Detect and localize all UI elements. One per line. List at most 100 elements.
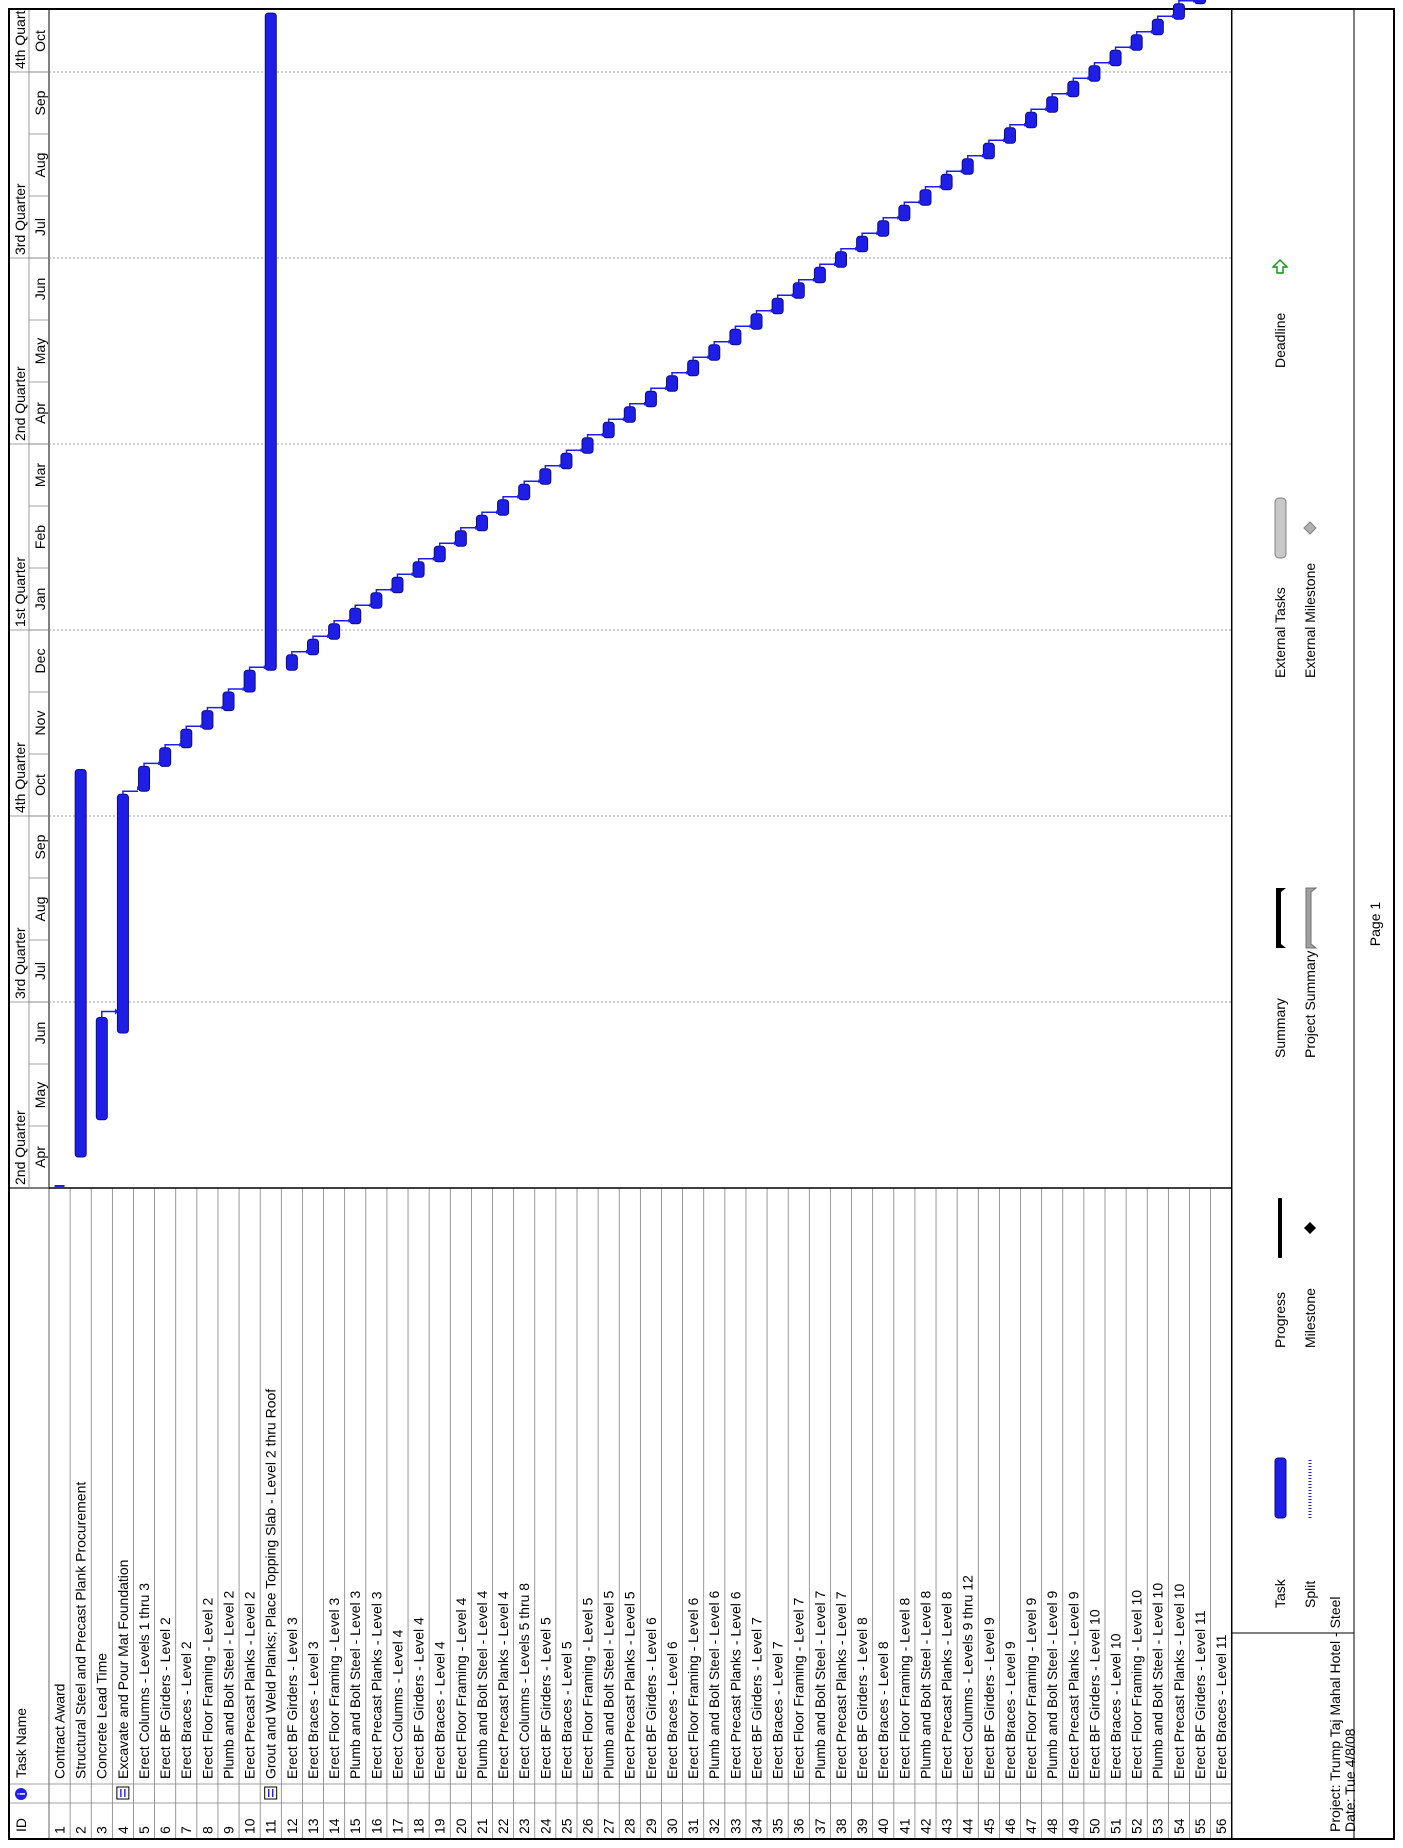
task-name: Erect Columns - Levels 5 thru 8 <box>516 1583 532 1779</box>
quarter-label: 3rd Quarter <box>12 183 28 255</box>
task-id: 46 <box>1002 1818 1018 1834</box>
task-name: Erect Precast Planks - Level 10 <box>1171 1583 1187 1779</box>
dependency-arrowhead <box>432 556 437 561</box>
dependency-arrowhead <box>348 618 353 623</box>
task-bar <box>307 638 319 656</box>
task-bar <box>180 728 193 749</box>
task-bar <box>602 421 615 439</box>
task-id: 43 <box>939 1818 955 1834</box>
dependency-link <box>819 263 835 268</box>
task-id: 15 <box>347 1818 363 1834</box>
dependency-arrowhead <box>1108 60 1113 65</box>
note-icon <box>264 1786 278 1800</box>
task-id: 14 <box>326 1818 342 1834</box>
month-label: May <box>32 1082 48 1108</box>
dependency-arrowhead <box>390 587 395 592</box>
task-name: Erect BF Girders - Level 11 <box>1192 1610 1208 1779</box>
external-tasks-bar-icon <box>1274 497 1287 559</box>
task-id: 39 <box>854 1818 870 1834</box>
task-bar <box>475 514 488 532</box>
task-bar <box>1003 127 1016 144</box>
task-name: Erect BF Girders - Level 9 <box>981 1617 997 1779</box>
dependency-arrowhead <box>137 786 142 791</box>
task-bar <box>1109 49 1122 67</box>
task-id: 12 <box>284 1818 300 1834</box>
task-bar <box>370 592 383 609</box>
dependency-link <box>185 725 202 730</box>
task-id: 52 <box>1129 1818 1145 1834</box>
task-name: Erect Braces - Level 9 <box>1002 1641 1018 1779</box>
task-bar <box>285 654 298 671</box>
task-bar <box>1172 3 1185 20</box>
dependency-arrowhead <box>686 370 691 375</box>
quarter-label: 3rd Quarter <box>12 927 28 999</box>
dependency-arrowhead <box>242 687 247 691</box>
task-bar <box>539 468 552 485</box>
month-label: Nov <box>32 711 48 736</box>
page-label: Page 1 <box>1367 902 1383 947</box>
dependency-link <box>586 434 603 438</box>
dependency-link <box>312 635 329 640</box>
task-name: Erect BF Girders - Level 6 <box>643 1617 659 1779</box>
task-id: 6 <box>157 1826 173 1834</box>
task-id: 53 <box>1150 1818 1166 1834</box>
legend-label: Deadline <box>1272 313 1288 368</box>
dependency-arrowhead <box>559 463 564 468</box>
dependency-link <box>396 573 413 578</box>
dependency-arrowhead <box>1087 76 1092 81</box>
task-name: Erect Braces - Level 3 <box>305 1641 321 1779</box>
quarter-label: 4th Quarter <box>12 742 28 813</box>
task-id: 22 <box>495 1818 511 1834</box>
dependency-link <box>502 496 519 500</box>
task-name: Concrete Lead Time <box>94 1653 110 1779</box>
task-name: Erect Floor Framing - Level 4 <box>453 1598 469 1779</box>
task-name: Erect BF Girders - Level 10 <box>1086 1609 1102 1779</box>
task-bar <box>792 282 805 299</box>
dependency-link <box>966 155 983 159</box>
task-id: 38 <box>833 1818 849 1834</box>
dependency-link <box>544 465 561 469</box>
dependency-arrowhead <box>812 277 817 282</box>
dependency-link <box>1178 0 1195 4</box>
task-bar <box>1194 0 1207 5</box>
project-name: Project: Trump Taj Mahal Hotel - Steel <box>1327 1596 1343 1832</box>
task-id: 25 <box>558 1818 574 1834</box>
dependency-link <box>101 1010 117 1018</box>
month-label: Feb <box>32 525 48 549</box>
task-bar <box>623 406 636 423</box>
task-id: 4 <box>115 1826 131 1834</box>
task-name: Erect Braces - Level 5 <box>558 1641 574 1779</box>
dependency-arrowhead <box>114 1008 119 1015</box>
month-label: Jul <box>32 962 48 980</box>
task-name: Plumb and Bolt Steel - Level 5 <box>601 1590 617 1779</box>
dependency-link <box>1114 46 1131 51</box>
info-icon <box>15 1788 27 1800</box>
task-name: Erect Floor Framing - Level 9 <box>1023 1598 1039 1779</box>
task-bar <box>328 623 341 640</box>
task-bar <box>1151 18 1164 36</box>
dependency-link <box>1157 15 1173 20</box>
task-name: Erect BF Girders - Level 5 <box>537 1617 553 1779</box>
task-name: Erect BF Girders - Level 8 <box>854 1617 870 1779</box>
month-label: Dec <box>32 649 48 674</box>
task-id: 10 <box>242 1818 258 1834</box>
task-id: 26 <box>580 1818 596 1834</box>
month-label: Sep <box>32 834 48 859</box>
task-bar <box>1088 65 1101 82</box>
task-id: 37 <box>812 1818 828 1834</box>
task-id: 44 <box>960 1818 976 1834</box>
dependency-link <box>460 527 476 531</box>
dependency-link <box>481 511 498 516</box>
month-label: Jul <box>32 218 48 236</box>
dependency-link <box>523 480 540 485</box>
task-id: 21 <box>474 1818 490 1834</box>
dependency-arrowhead <box>369 603 374 608</box>
task-name: Erect Columns - Level 4 <box>389 1629 405 1779</box>
task-bar <box>898 204 911 222</box>
month-label: Jun <box>32 278 48 301</box>
task-bar <box>940 173 953 191</box>
legend-label: Summary <box>1272 998 1288 1058</box>
task-bar <box>518 483 531 501</box>
task-bar <box>433 545 446 563</box>
dependency-arrowhead <box>158 761 163 766</box>
